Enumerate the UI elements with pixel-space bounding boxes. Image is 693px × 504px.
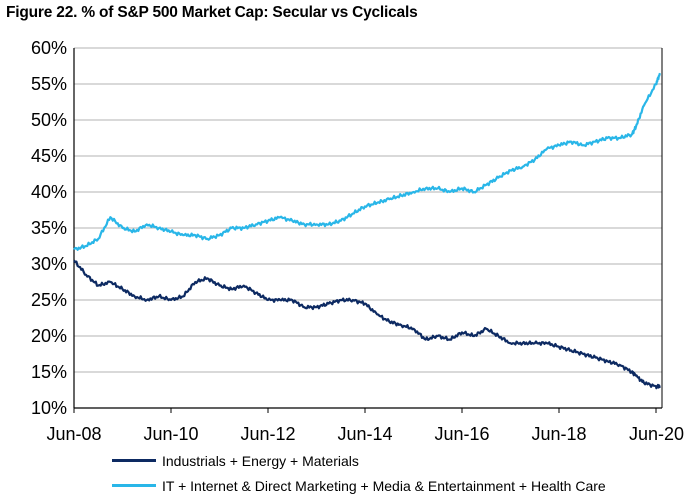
y-tick-label: 45% <box>31 146 67 166</box>
grid-lines <box>74 47 662 373</box>
chart-title: Figure 22. % of S&P 500 Market Cap: Secu… <box>6 4 418 21</box>
series-line-secular <box>73 72 662 251</box>
x-tick-labels: Jun-08 Jun-10 Jun-12 Jun-14 Jun-16 Jun-18 Jun-… <box>46 424 684 444</box>
x-tick-label: Jun-18 <box>531 424 586 444</box>
y-tick-label: 15% <box>31 362 67 382</box>
legend-swatch-secular <box>112 483 156 487</box>
series-lines <box>73 72 662 390</box>
y-tick-label: 20% <box>31 326 67 346</box>
legend-swatch-industrials <box>112 458 156 462</box>
series-line-industrials <box>73 259 661 390</box>
x-tick-label: Jun-12 <box>240 424 295 444</box>
y-tick-label: 55% <box>31 74 67 94</box>
legend-entry-secular: IT + Internet & Direct Marketing + Media… <box>112 478 606 494</box>
x-tick-label: Jun-16 <box>434 424 489 444</box>
y-tick-labels: 10% 15% 20% 25% 30% 35% 40% 45% 50% 55% 60% <box>31 38 67 418</box>
x-tick-label: Jun-08 <box>46 424 101 444</box>
axes <box>73 48 663 413</box>
y-tick-label: 60% <box>31 38 67 58</box>
y-tick-label: 50% <box>31 110 67 130</box>
y-tick-label: 25% <box>31 290 67 310</box>
y-tick-label: 30% <box>31 254 67 274</box>
x-tick-label: Jun-14 <box>337 424 392 444</box>
y-tick-label: 40% <box>31 182 67 202</box>
y-tick-label: 10% <box>31 398 67 418</box>
legend-label-secular: IT + Internet & Direct Marketing + Media… <box>162 478 606 494</box>
y-tick-label: 35% <box>31 218 67 238</box>
legend-entry-industrials: Industrials + Energy + Materials <box>112 453 359 469</box>
x-tick-label: Jun-20 <box>629 424 684 444</box>
legend-label-industrials: Industrials + Energy + Materials <box>162 453 359 469</box>
x-tick-label: Jun-10 <box>143 424 198 444</box>
